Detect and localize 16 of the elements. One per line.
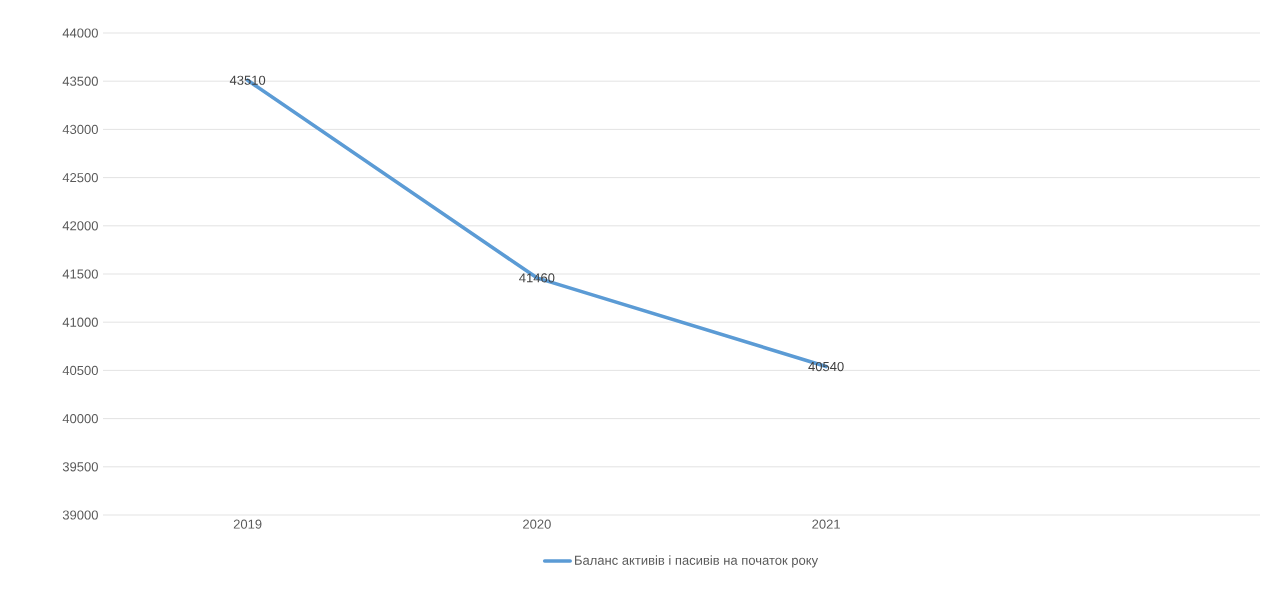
y-tick-label: 42500: [62, 173, 98, 183]
x-tick-label: 2019: [233, 519, 262, 529]
y-tick-label: 39000: [62, 510, 98, 520]
x-tick-label: 2020: [523, 519, 551, 529]
y-tick-label: 41500: [62, 269, 98, 279]
y-tick-label: 40500: [62, 365, 98, 375]
y-tick-label: 43000: [62, 124, 98, 134]
y-tick-label: 44000: [62, 28, 98, 38]
x-tick-label: 2021: [812, 519, 840, 529]
legend-label: Баланс активів і пасивів на початок року: [575, 555, 819, 568]
y-tick-label: 40000: [62, 414, 98, 424]
y-tick-label: 41000: [62, 317, 98, 327]
y-tick-label: 39500: [62, 462, 98, 472]
data-label: 40540: [808, 361, 844, 372]
y-tick-label: 42000: [62, 221, 98, 231]
y-tick-label: 43500: [62, 76, 98, 86]
